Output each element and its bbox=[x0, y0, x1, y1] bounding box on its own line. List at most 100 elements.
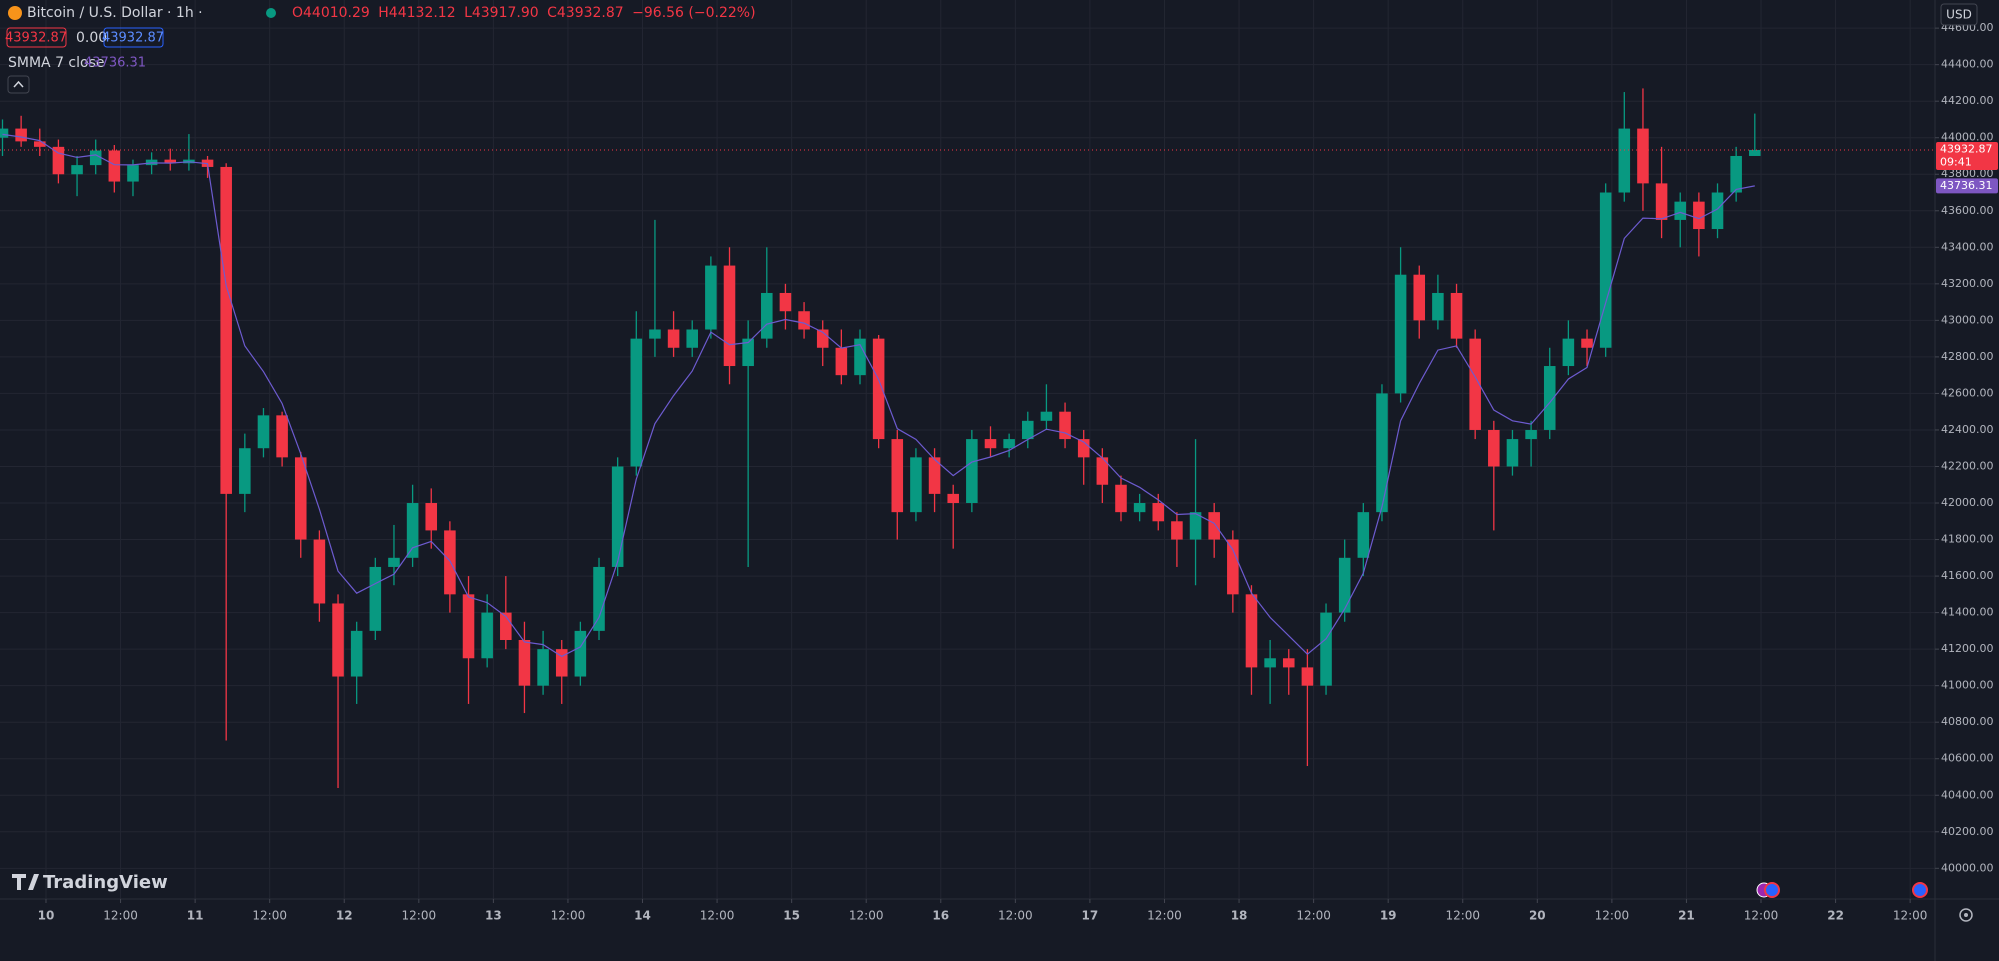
candle-body bbox=[239, 448, 251, 494]
bid-box[interactable] bbox=[6, 27, 67, 48]
candle-body bbox=[1115, 484, 1127, 513]
candle-body bbox=[108, 150, 121, 182]
y-tick-label: 41200.00 bbox=[1941, 642, 1994, 655]
settings-icon[interactable] bbox=[1959, 908, 1973, 922]
candle-body bbox=[1376, 393, 1388, 513]
x-tick-label: 12 bbox=[336, 909, 353, 923]
candle-body bbox=[1469, 338, 1481, 430]
candle-body bbox=[1301, 667, 1314, 686]
candle-body bbox=[1674, 201, 1687, 220]
ask-price: 43932.87 bbox=[102, 31, 164, 46]
y-tick-label: 42800.00 bbox=[1941, 350, 1994, 363]
event-flag[interactable] bbox=[1764, 882, 1780, 898]
x-tick-label: 12:00 bbox=[1893, 909, 1928, 923]
candle-body bbox=[1618, 128, 1631, 193]
candle-body bbox=[1543, 366, 1556, 430]
candle-body bbox=[89, 150, 102, 166]
symbol-title[interactable]: Bitcoin / U.S. Dollar · 1h · bbox=[27, 5, 203, 21]
price-tag-countdown: 09:41 bbox=[1940, 155, 1972, 168]
logo-text[interactable]: TradingView bbox=[43, 872, 168, 893]
ask-box[interactable] bbox=[103, 27, 164, 48]
close: C43932.87 bbox=[547, 5, 624, 21]
x-tick-label: 13 bbox=[485, 909, 502, 923]
candle-body bbox=[1730, 155, 1742, 193]
indicator-line bbox=[2, 133, 1755, 658]
candle-body bbox=[1637, 128, 1649, 184]
candle-body bbox=[1227, 539, 1239, 595]
open: O44010.29 bbox=[292, 5, 370, 21]
x-tick-label: 12:00 bbox=[1445, 909, 1480, 923]
price-tag bbox=[1936, 141, 1998, 170]
high: H44132.12 bbox=[378, 5, 455, 21]
x-tick-label: 12:00 bbox=[998, 909, 1033, 923]
candle-body bbox=[425, 503, 438, 531]
x-tick-label: 12:00 bbox=[402, 909, 437, 923]
y-tick-label: 40200.00 bbox=[1941, 825, 1994, 838]
candle-body bbox=[1040, 411, 1053, 421]
price-tag-label: 43932.87 bbox=[1940, 142, 1993, 155]
candle-body bbox=[761, 292, 773, 339]
y-tick-label: 43800.00 bbox=[1941, 167, 1994, 180]
candle-body bbox=[406, 503, 419, 558]
candle-body bbox=[1338, 557, 1351, 613]
candle-body bbox=[1152, 503, 1165, 522]
candle-body bbox=[928, 457, 941, 494]
candle-body bbox=[872, 338, 885, 440]
y-tick-label: 40400.00 bbox=[1941, 788, 1994, 801]
price-tag bbox=[1936, 178, 1998, 194]
candle-body bbox=[276, 415, 288, 458]
candle-body bbox=[500, 612, 512, 641]
candle-body bbox=[1021, 420, 1034, 440]
candle-body bbox=[723, 265, 736, 367]
candle-body bbox=[686, 329, 699, 348]
y-tick-label: 43000.00 bbox=[1941, 313, 1994, 326]
candle-body bbox=[593, 566, 605, 631]
y-tick-label: 41400.00 bbox=[1941, 606, 1994, 619]
candle-body bbox=[1581, 338, 1593, 348]
x-tick-label: 19 bbox=[1380, 909, 1397, 923]
candle-body bbox=[127, 165, 139, 182]
candle-body bbox=[816, 329, 829, 348]
candle-body bbox=[1711, 192, 1724, 230]
bid-price: 43932.87 bbox=[5, 31, 67, 46]
collapse-icon bbox=[13, 80, 24, 88]
candle-body bbox=[1189, 512, 1202, 540]
candle-body bbox=[444, 530, 456, 595]
candle-body bbox=[1282, 658, 1295, 668]
candle-body bbox=[1562, 338, 1575, 367]
candle-body bbox=[1133, 503, 1146, 513]
x-tick-label: 12:00 bbox=[252, 909, 287, 923]
candle-body bbox=[1245, 594, 1258, 668]
y-tick-label: 44000.00 bbox=[1941, 131, 1994, 144]
candle-body bbox=[1077, 439, 1090, 458]
candle-body bbox=[742, 338, 754, 367]
x-tick-label: 12:00 bbox=[551, 909, 586, 923]
candle-body bbox=[257, 415, 270, 449]
candle-body bbox=[164, 159, 177, 164]
y-tick-label: 42600.00 bbox=[1941, 386, 1994, 399]
event-flag[interactable] bbox=[1912, 882, 1928, 898]
candle-body bbox=[611, 466, 624, 567]
y-tick-label: 41000.00 bbox=[1941, 679, 1994, 692]
y-tick-label: 44400.00 bbox=[1941, 58, 1994, 71]
candle-body bbox=[294, 457, 307, 540]
indicator-name[interactable]: SMMA 7 close bbox=[8, 55, 105, 71]
collapse-button[interactable] bbox=[7, 75, 30, 94]
candle-body bbox=[1413, 274, 1426, 321]
candle-body bbox=[1655, 183, 1668, 220]
y-tick-label: 42200.00 bbox=[1941, 459, 1994, 472]
candle-body bbox=[33, 141, 46, 147]
currency-button[interactable] bbox=[1940, 3, 1978, 26]
candle-body bbox=[705, 265, 717, 330]
settings-icon-core bbox=[1964, 913, 1968, 917]
candle-body bbox=[388, 557, 400, 567]
candle-body bbox=[313, 539, 326, 604]
x-tick-label: 15 bbox=[783, 909, 800, 923]
plot bbox=[0, 88, 1935, 788]
spread: 0.00 bbox=[76, 30, 107, 46]
candle-body bbox=[462, 594, 475, 659]
candle-body bbox=[891, 439, 904, 513]
candle-body bbox=[667, 329, 680, 348]
x-tick-label: 12:00 bbox=[1296, 909, 1331, 923]
market-status[interactable] bbox=[266, 8, 276, 18]
